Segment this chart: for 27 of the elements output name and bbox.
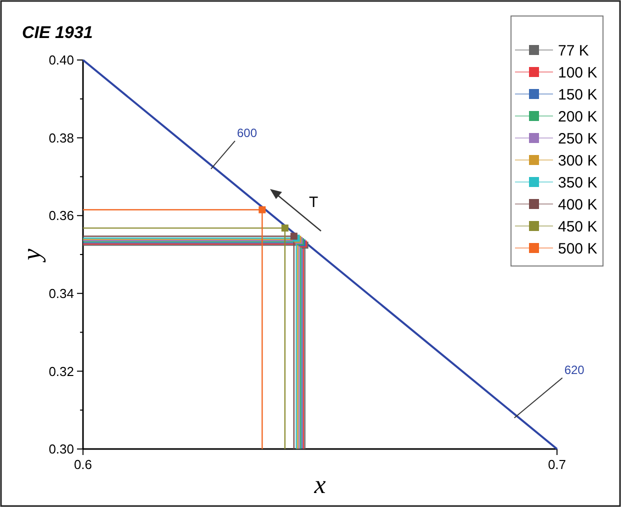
chart-title: CIE 1931	[22, 23, 93, 42]
legend-label: 300 K	[558, 152, 598, 170]
annotation: 620	[564, 362, 585, 377]
y-axis-title: y	[17, 248, 46, 264]
legend-label: 77 K	[558, 42, 589, 60]
x-tick-label: 0.6	[74, 457, 92, 472]
legend-label: 150 K	[558, 86, 598, 104]
point	[290, 232, 298, 240]
y-tick-label: 0.36	[48, 208, 74, 224]
point	[281, 224, 288, 232]
legend-label: 200 K	[558, 108, 598, 126]
legend-label: 350 K	[558, 174, 598, 192]
y-tick-label: 0.34	[48, 286, 74, 301]
legend-label: 400 K	[558, 196, 598, 214]
legend-label: 250 K	[558, 130, 598, 148]
annotation: 600	[236, 126, 258, 140]
legend-label: 100 K	[558, 64, 598, 82]
legend-label: 450 K	[558, 218, 598, 236]
legend-label: 500 K	[558, 240, 598, 258]
x-axis-title: x	[313, 470, 326, 499]
point	[258, 206, 266, 214]
annotation: T	[309, 194, 318, 211]
y-tick-label: 0.40	[48, 52, 74, 68]
x-tick-label: 0.7	[548, 457, 566, 472]
y-tick-label: 0.38	[48, 130, 74, 146]
y-tick-label: 0.30	[48, 442, 74, 457]
y-tick-label: 0.32	[48, 364, 74, 379]
